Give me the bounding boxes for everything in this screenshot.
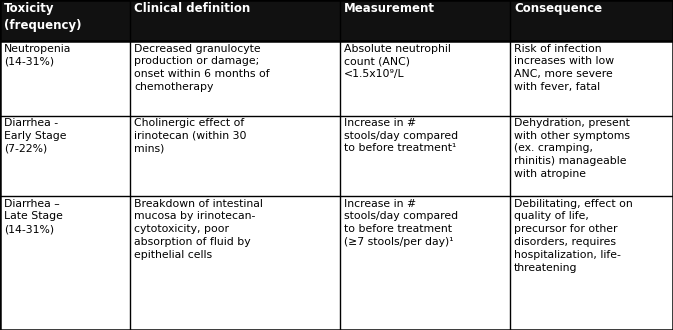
Bar (0, 0, 130, 41)
Text: Risk of infection
increases with low
ANC, more severe
with fever, fatal: Risk of infection increases with low ANC… (514, 44, 614, 92)
Bar (130, 0, 340, 41)
Text: Clinical definition: Clinical definition (134, 2, 250, 15)
Bar (510, 0, 673, 41)
Bar (340, 41, 510, 115)
Text: Cholinergic effect of
irinotecan (within 30
mins): Cholinergic effect of irinotecan (within… (134, 118, 246, 153)
Text: Debilitating, effect on
quality of life,
precursor for other
disorders, requires: Debilitating, effect on quality of life,… (514, 199, 633, 273)
Text: Toxicity
(frequency): Toxicity (frequency) (4, 2, 81, 32)
Text: Neutropenia
(14-31%): Neutropenia (14-31%) (4, 44, 71, 66)
Text: Increase in #
stools/day compared
to before treatment¹: Increase in # stools/day compared to bef… (344, 118, 458, 153)
Bar (130, 115, 340, 196)
Bar (510, 196, 673, 330)
Text: Diarrhea –
Late Stage
(14-31%): Diarrhea – Late Stage (14-31%) (4, 199, 63, 234)
Text: Absolute neutrophil
count (ANC)
<1.5x10⁹/L: Absolute neutrophil count (ANC) <1.5x10⁹… (344, 44, 451, 79)
Bar (130, 41, 340, 115)
Bar (340, 115, 510, 196)
Bar (340, 0, 510, 41)
Text: Dehydration, present
with other symptoms
(ex. cramping,
rhinitis) manageable
wit: Dehydration, present with other symptoms… (514, 118, 630, 179)
Text: Increase in #
stools/day compared
to before treatment
(≥7 stools/per day)¹: Increase in # stools/day compared to bef… (344, 199, 458, 247)
Bar (510, 115, 673, 196)
Bar (130, 196, 340, 330)
Text: Decreased granulocyte
production or damage;
onset within 6 months of
chemotherap: Decreased granulocyte production or dama… (134, 44, 270, 92)
Bar (0, 196, 130, 330)
Bar (340, 196, 510, 330)
Text: Breakdown of intestinal
mucosa by irinotecan-
cytotoxicity, poor
absorption of f: Breakdown of intestinal mucosa by irinot… (134, 199, 262, 260)
Text: Measurement: Measurement (344, 2, 435, 15)
Text: Consequence: Consequence (514, 2, 602, 15)
Bar (0, 115, 130, 196)
Bar (510, 41, 673, 115)
Bar (0, 41, 130, 115)
Text: Diarrhea -
Early Stage
(7-22%): Diarrhea - Early Stage (7-22%) (4, 118, 67, 153)
